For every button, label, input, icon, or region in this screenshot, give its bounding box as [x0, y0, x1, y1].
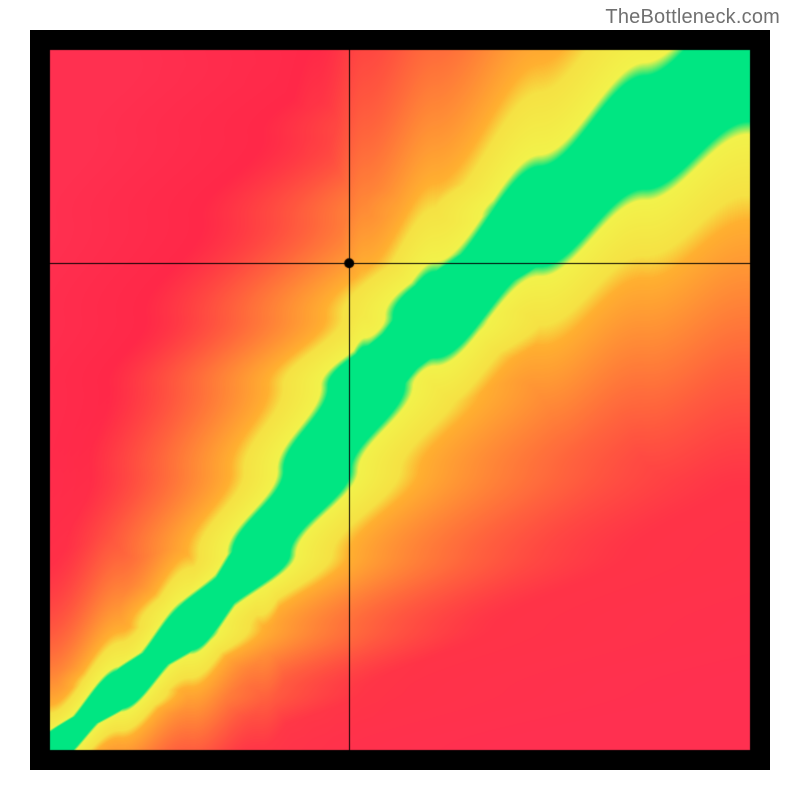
heatmap-canvas — [30, 30, 770, 770]
watermark: TheBottleneck.com — [605, 6, 780, 29]
heatmap-plot — [30, 30, 770, 770]
